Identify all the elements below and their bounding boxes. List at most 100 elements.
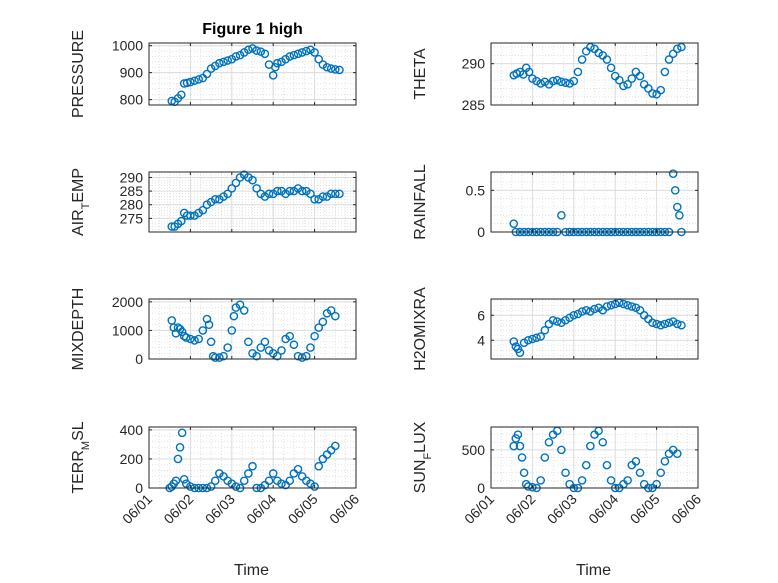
data-point: [326, 306, 336, 315]
data-point: [330, 441, 340, 451]
data-point: [210, 194, 220, 204]
data-point: [264, 189, 274, 199]
data-point: [314, 323, 324, 332]
data-point: [176, 216, 186, 226]
data-point: [644, 84, 653, 93]
data-point: [293, 49, 303, 59]
ylabel-2-label: THETA: [412, 48, 429, 100]
data-point: [176, 90, 186, 100]
data-point: [577, 55, 587, 64]
data-point: [523, 335, 533, 345]
data-point: [548, 76, 558, 86]
data-point: [285, 331, 295, 341]
ylabel-8-label: SUNFLUX: [412, 421, 434, 493]
data-point: [285, 52, 295, 61]
data-point: [181, 333, 191, 342]
data-point: [330, 189, 340, 199]
data-point: [264, 476, 274, 486]
data-point: [289, 50, 299, 60]
data-point: [310, 48, 319, 57]
data-point: [330, 311, 340, 321]
x-tick-label: 06/03: [544, 491, 580, 527]
data-point: [260, 49, 270, 59]
data-point: [277, 346, 286, 355]
ylabel-1-label: PRESSURE: [70, 30, 87, 118]
data-point: [239, 476, 249, 486]
data-point: [652, 319, 661, 329]
x-tick-label: 06/02: [160, 491, 196, 527]
data-point: [293, 464, 303, 474]
data-point: [231, 482, 241, 491]
data-point: [293, 351, 303, 361]
data-point: [586, 441, 595, 451]
ylabel-3-label: AIRTEMP: [70, 168, 92, 236]
y-tick-label: 280: [120, 197, 144, 213]
data-point: [231, 178, 241, 188]
data-point: [552, 317, 562, 326]
data-point: [229, 311, 239, 321]
data-point: [677, 42, 686, 52]
data-point: [204, 320, 214, 330]
data-point: [635, 468, 645, 478]
x-tick-label: 06/04: [243, 491, 279, 527]
data-point: [223, 189, 232, 199]
data-point: [590, 304, 599, 314]
data-point: [544, 437, 554, 447]
data-point: [256, 343, 266, 352]
x-tick-label: 06/05: [285, 491, 321, 527]
data-point: [606, 63, 616, 73]
data-point: [673, 319, 682, 329]
figure-title: Figure 1 high: [202, 21, 302, 38]
data-point: [627, 302, 637, 311]
y-tick-label: 285: [462, 97, 486, 113]
ylabel-4-label: RAINFALL: [412, 164, 429, 240]
data-point: [670, 186, 680, 195]
axes-box: [490, 171, 699, 233]
data-point: [285, 186, 295, 196]
x-tick-label: 06/04: [585, 491, 621, 527]
data-point: [268, 71, 278, 80]
axes-box: [148, 171, 357, 233]
ylabel-7-label: TERRMSL: [70, 421, 92, 493]
data-point: [515, 348, 525, 358]
y-tick-label: 1000: [112, 322, 143, 338]
axes-box: [148, 298, 357, 360]
x-tick-label: 06/03: [202, 491, 238, 527]
data-point: [519, 468, 529, 478]
data-point: [335, 189, 344, 199]
data-point: [635, 305, 645, 315]
data-point: [615, 75, 624, 85]
data-point: [528, 334, 537, 344]
data-point: [244, 337, 253, 347]
data-point: [569, 76, 579, 86]
data-point: [577, 476, 587, 485]
data-point: [227, 184, 237, 193]
data-point: [623, 300, 632, 310]
data-point: [252, 46, 261, 55]
data-point: [664, 318, 674, 328]
axes-box: [148, 42, 357, 106]
data-point: [509, 337, 519, 346]
data-point: [273, 351, 282, 361]
data-point: [602, 460, 612, 470]
y-tick-label: 800: [120, 92, 144, 108]
data-point: [244, 469, 253, 478]
data-point: [561, 78, 570, 87]
data-point: [602, 55, 612, 64]
data-point: [310, 331, 319, 341]
data-point: [198, 326, 208, 335]
panel-4: 0 0.5 RAINFALL: [412, 164, 699, 240]
data-point: [619, 81, 628, 91]
data-point: [186, 334, 195, 344]
data-point: [511, 342, 521, 351]
data-point: [302, 351, 311, 361]
data-point: [186, 482, 195, 491]
data-point: [517, 453, 527, 462]
data-point: [268, 469, 278, 478]
data-point: [623, 476, 632, 485]
data-point: [206, 337, 216, 347]
data-point: [306, 189, 315, 199]
data-point: [227, 326, 237, 335]
data-point: [289, 340, 299, 350]
